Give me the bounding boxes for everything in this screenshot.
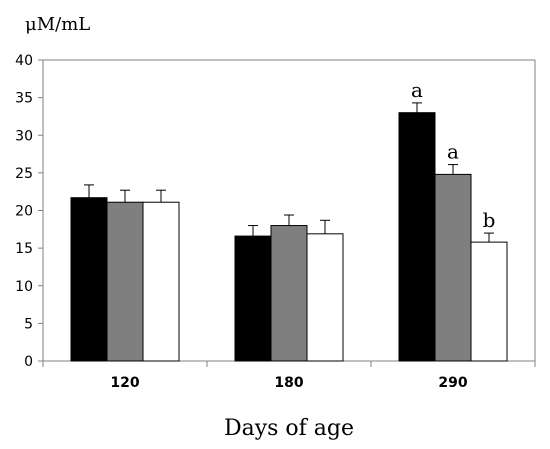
y-tick-label: 30: [15, 128, 33, 144]
y-tick-label: 20: [15, 204, 33, 220]
bar: [306, 233, 344, 362]
y-tick-label: 35: [15, 91, 33, 107]
x-axis-label: Days of age: [224, 416, 354, 441]
y-tick-label: 15: [15, 241, 33, 257]
bar: [470, 241, 508, 362]
y-axis: 0 5 10 15 20 25 30 35 40: [15, 53, 536, 370]
y-tick-label: 40: [15, 53, 33, 69]
significance-label: b: [483, 208, 496, 232]
y-tick-label: 10: [15, 279, 33, 295]
bar: [398, 112, 436, 362]
significance-label: a: [447, 140, 459, 164]
bar: [270, 225, 308, 362]
y-tick-label: 5: [24, 316, 33, 332]
bar: [142, 201, 180, 362]
y-tick-label: 25: [15, 166, 33, 182]
x-tick-label: 290: [438, 375, 467, 391]
bar: [70, 197, 108, 362]
x-axis: 120 180 290: [42, 360, 536, 391]
x-tick-label: 120: [110, 375, 139, 391]
bar: [234, 235, 272, 362]
bar: [434, 173, 472, 362]
y-axis-label: μM/mL: [25, 14, 90, 35]
bars: a a b: [70, 78, 508, 362]
bar: [106, 201, 144, 362]
significance-label: a: [411, 78, 423, 102]
x-tick-label: 180: [274, 375, 303, 391]
y-tick-label: 0: [24, 354, 33, 370]
